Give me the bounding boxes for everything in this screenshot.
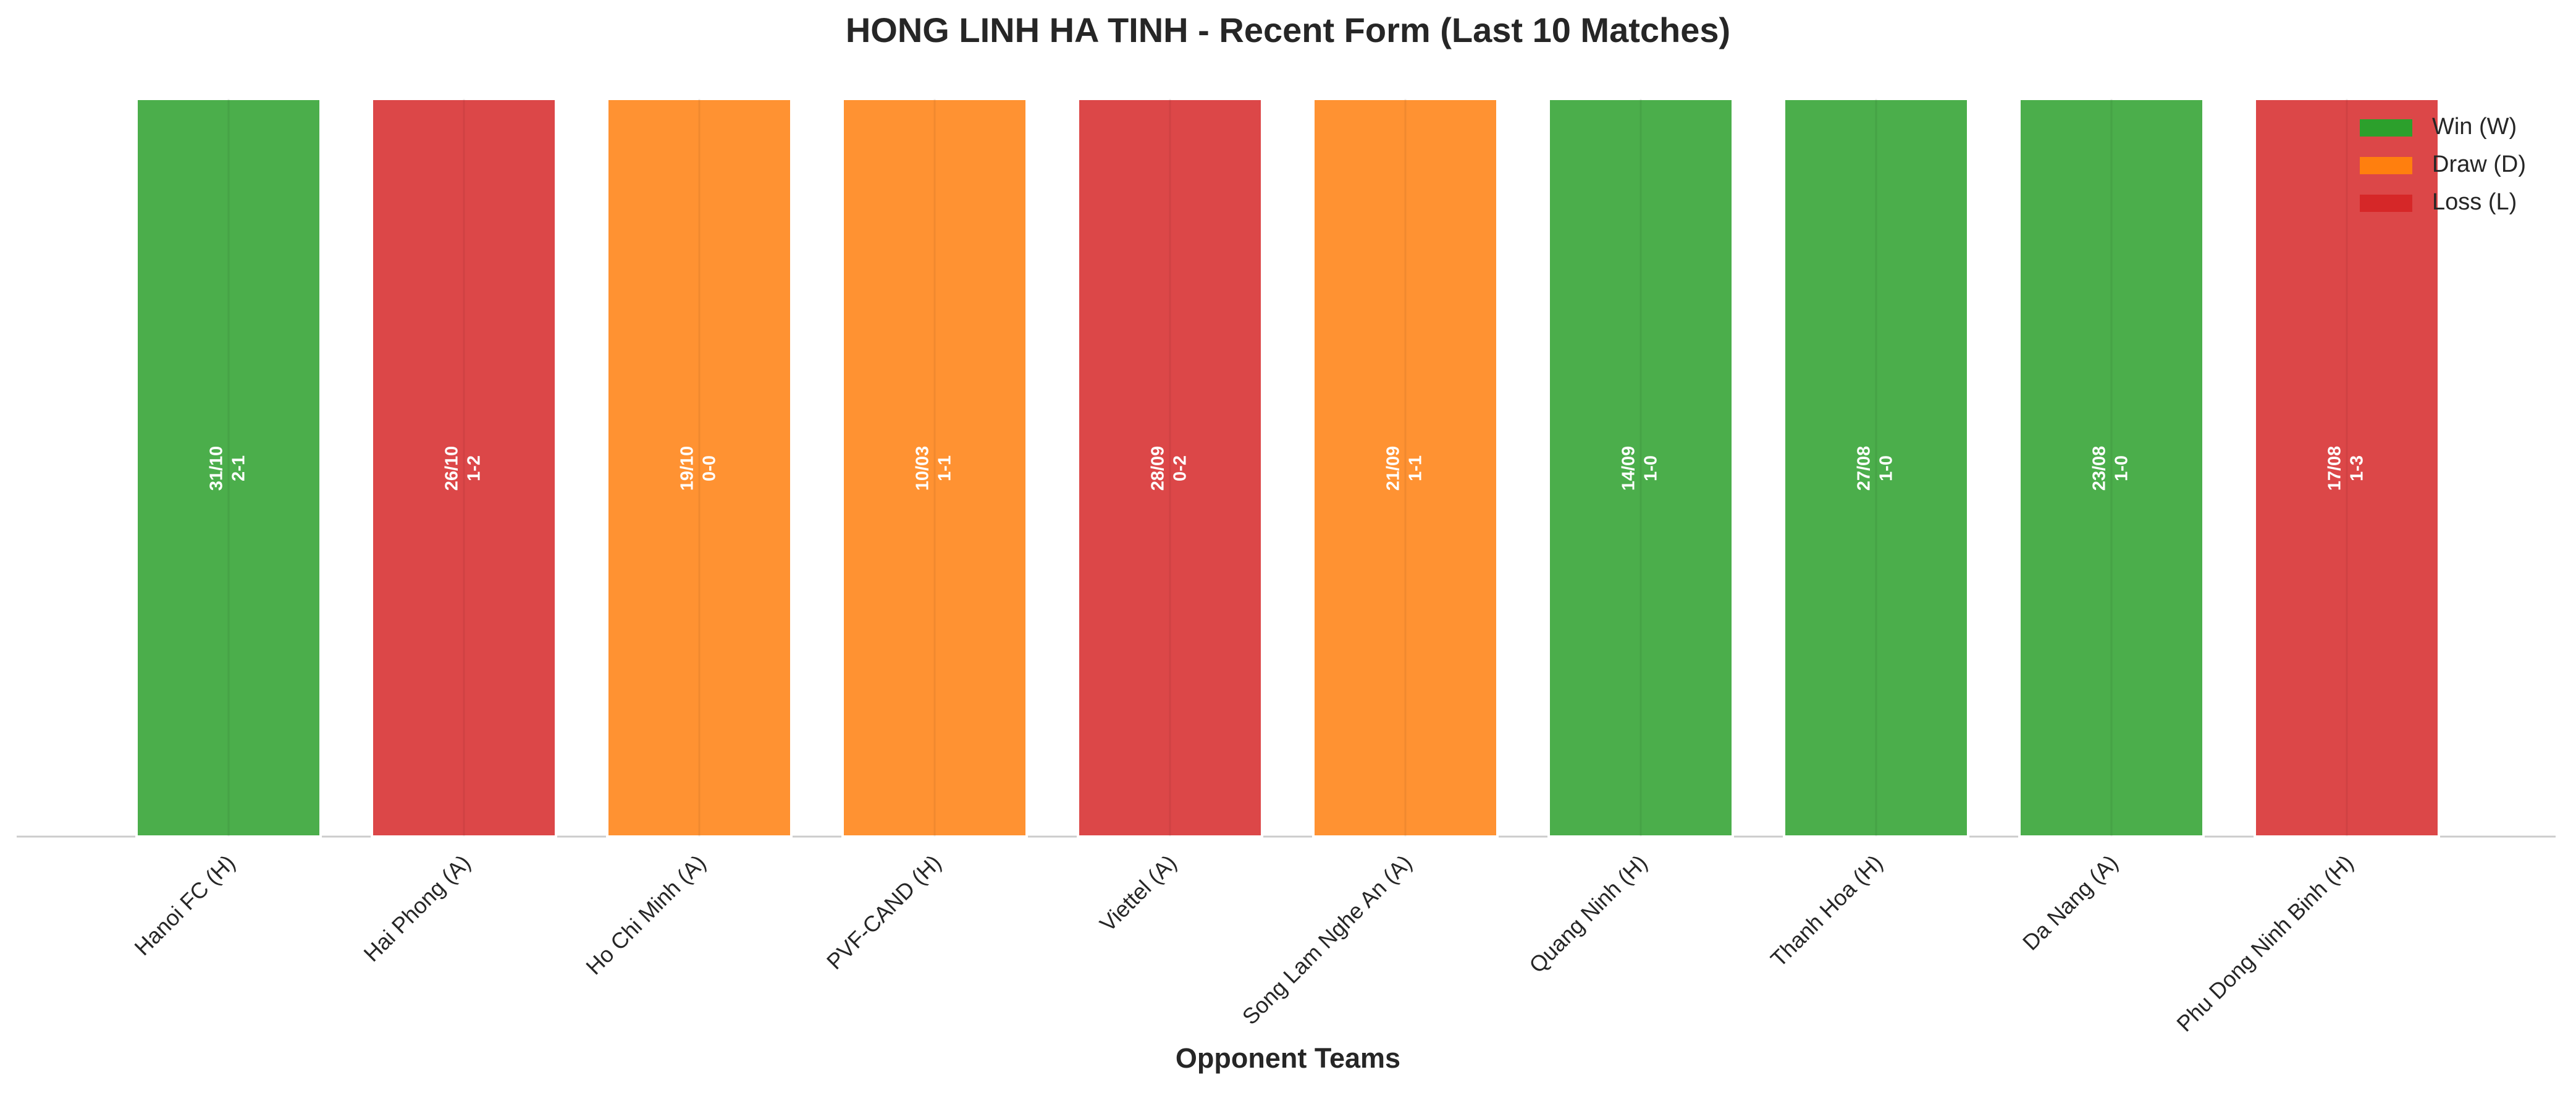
x-tick-label: PVF-CAND (H) <box>822 850 946 974</box>
bar-date-label: 10/03 <box>913 446 933 491</box>
bar <box>135 98 322 838</box>
x-axis-label: Opponent Teams <box>1176 1042 1400 1074</box>
bar-score-label: 2-1 <box>229 455 249 481</box>
x-tick-label: Quang Ninh (H) <box>1524 850 1652 977</box>
bar <box>1077 98 1263 838</box>
bar-score-label: 1-0 <box>1641 455 1661 481</box>
x-tick-label: Ho Chi Minh (A) <box>581 850 710 979</box>
bar-score-label: 1-3 <box>2347 455 2367 481</box>
legend-label: Win (W) <box>2432 114 2517 140</box>
legend-swatch <box>2360 119 2412 137</box>
x-tick-label: Viettel (A) <box>1095 850 1181 936</box>
bar-score-label: 1-2 <box>465 455 484 481</box>
bar-date-label: 17/08 <box>2325 446 2345 491</box>
chart-title: HONG LINH HA TINH - Recent Form (Last 10… <box>846 11 1730 49</box>
bar-score-label: 0-2 <box>1171 455 1190 481</box>
bar-date-label: 14/09 <box>1619 446 1639 491</box>
bar <box>371 98 557 838</box>
bar-date-label: 23/08 <box>2090 446 2110 491</box>
bar-date-label: 31/10 <box>207 446 227 491</box>
x-tick-label: Phu Dong Ninh Binh (H) <box>2171 850 2358 1036</box>
bar-score-label: 1-1 <box>935 455 955 481</box>
x-tick-label: Da Nang (A) <box>2018 850 2123 955</box>
bar-date-label: 26/10 <box>442 446 462 491</box>
bar-date-label: 21/09 <box>1384 446 1404 491</box>
bar-score-label: 0-0 <box>700 455 720 481</box>
bar-date-label: 28/09 <box>1148 446 1168 491</box>
bar <box>2018 98 2205 838</box>
bar-date-label: 19/10 <box>678 446 697 491</box>
bar-score-label: 1-1 <box>1406 455 1426 481</box>
legend-swatch <box>2360 195 2412 212</box>
bar-score-label: 1-0 <box>1877 455 1896 481</box>
bar-score-label: 1-0 <box>2112 455 2132 481</box>
bar <box>2254 98 2440 838</box>
bar <box>1547 98 1734 838</box>
bar <box>1783 98 1969 838</box>
legend-swatch <box>2360 157 2412 174</box>
x-tick-label: Hanoi FC (H) <box>129 850 240 960</box>
bar <box>841 98 1028 838</box>
legend-label: Draw (D) <box>2432 151 2526 177</box>
legend-label: Loss (L) <box>2432 189 2517 215</box>
x-tick-label: Song Lam Nghe An (A) <box>1237 850 1417 1029</box>
x-tick-label: Thanh Hoa (H) <box>1766 850 1887 971</box>
bar <box>1312 98 1499 838</box>
bar <box>606 98 793 838</box>
bar-date-label: 27/08 <box>1854 446 1874 491</box>
x-tick-label: Hai Phong (A) <box>359 850 476 966</box>
